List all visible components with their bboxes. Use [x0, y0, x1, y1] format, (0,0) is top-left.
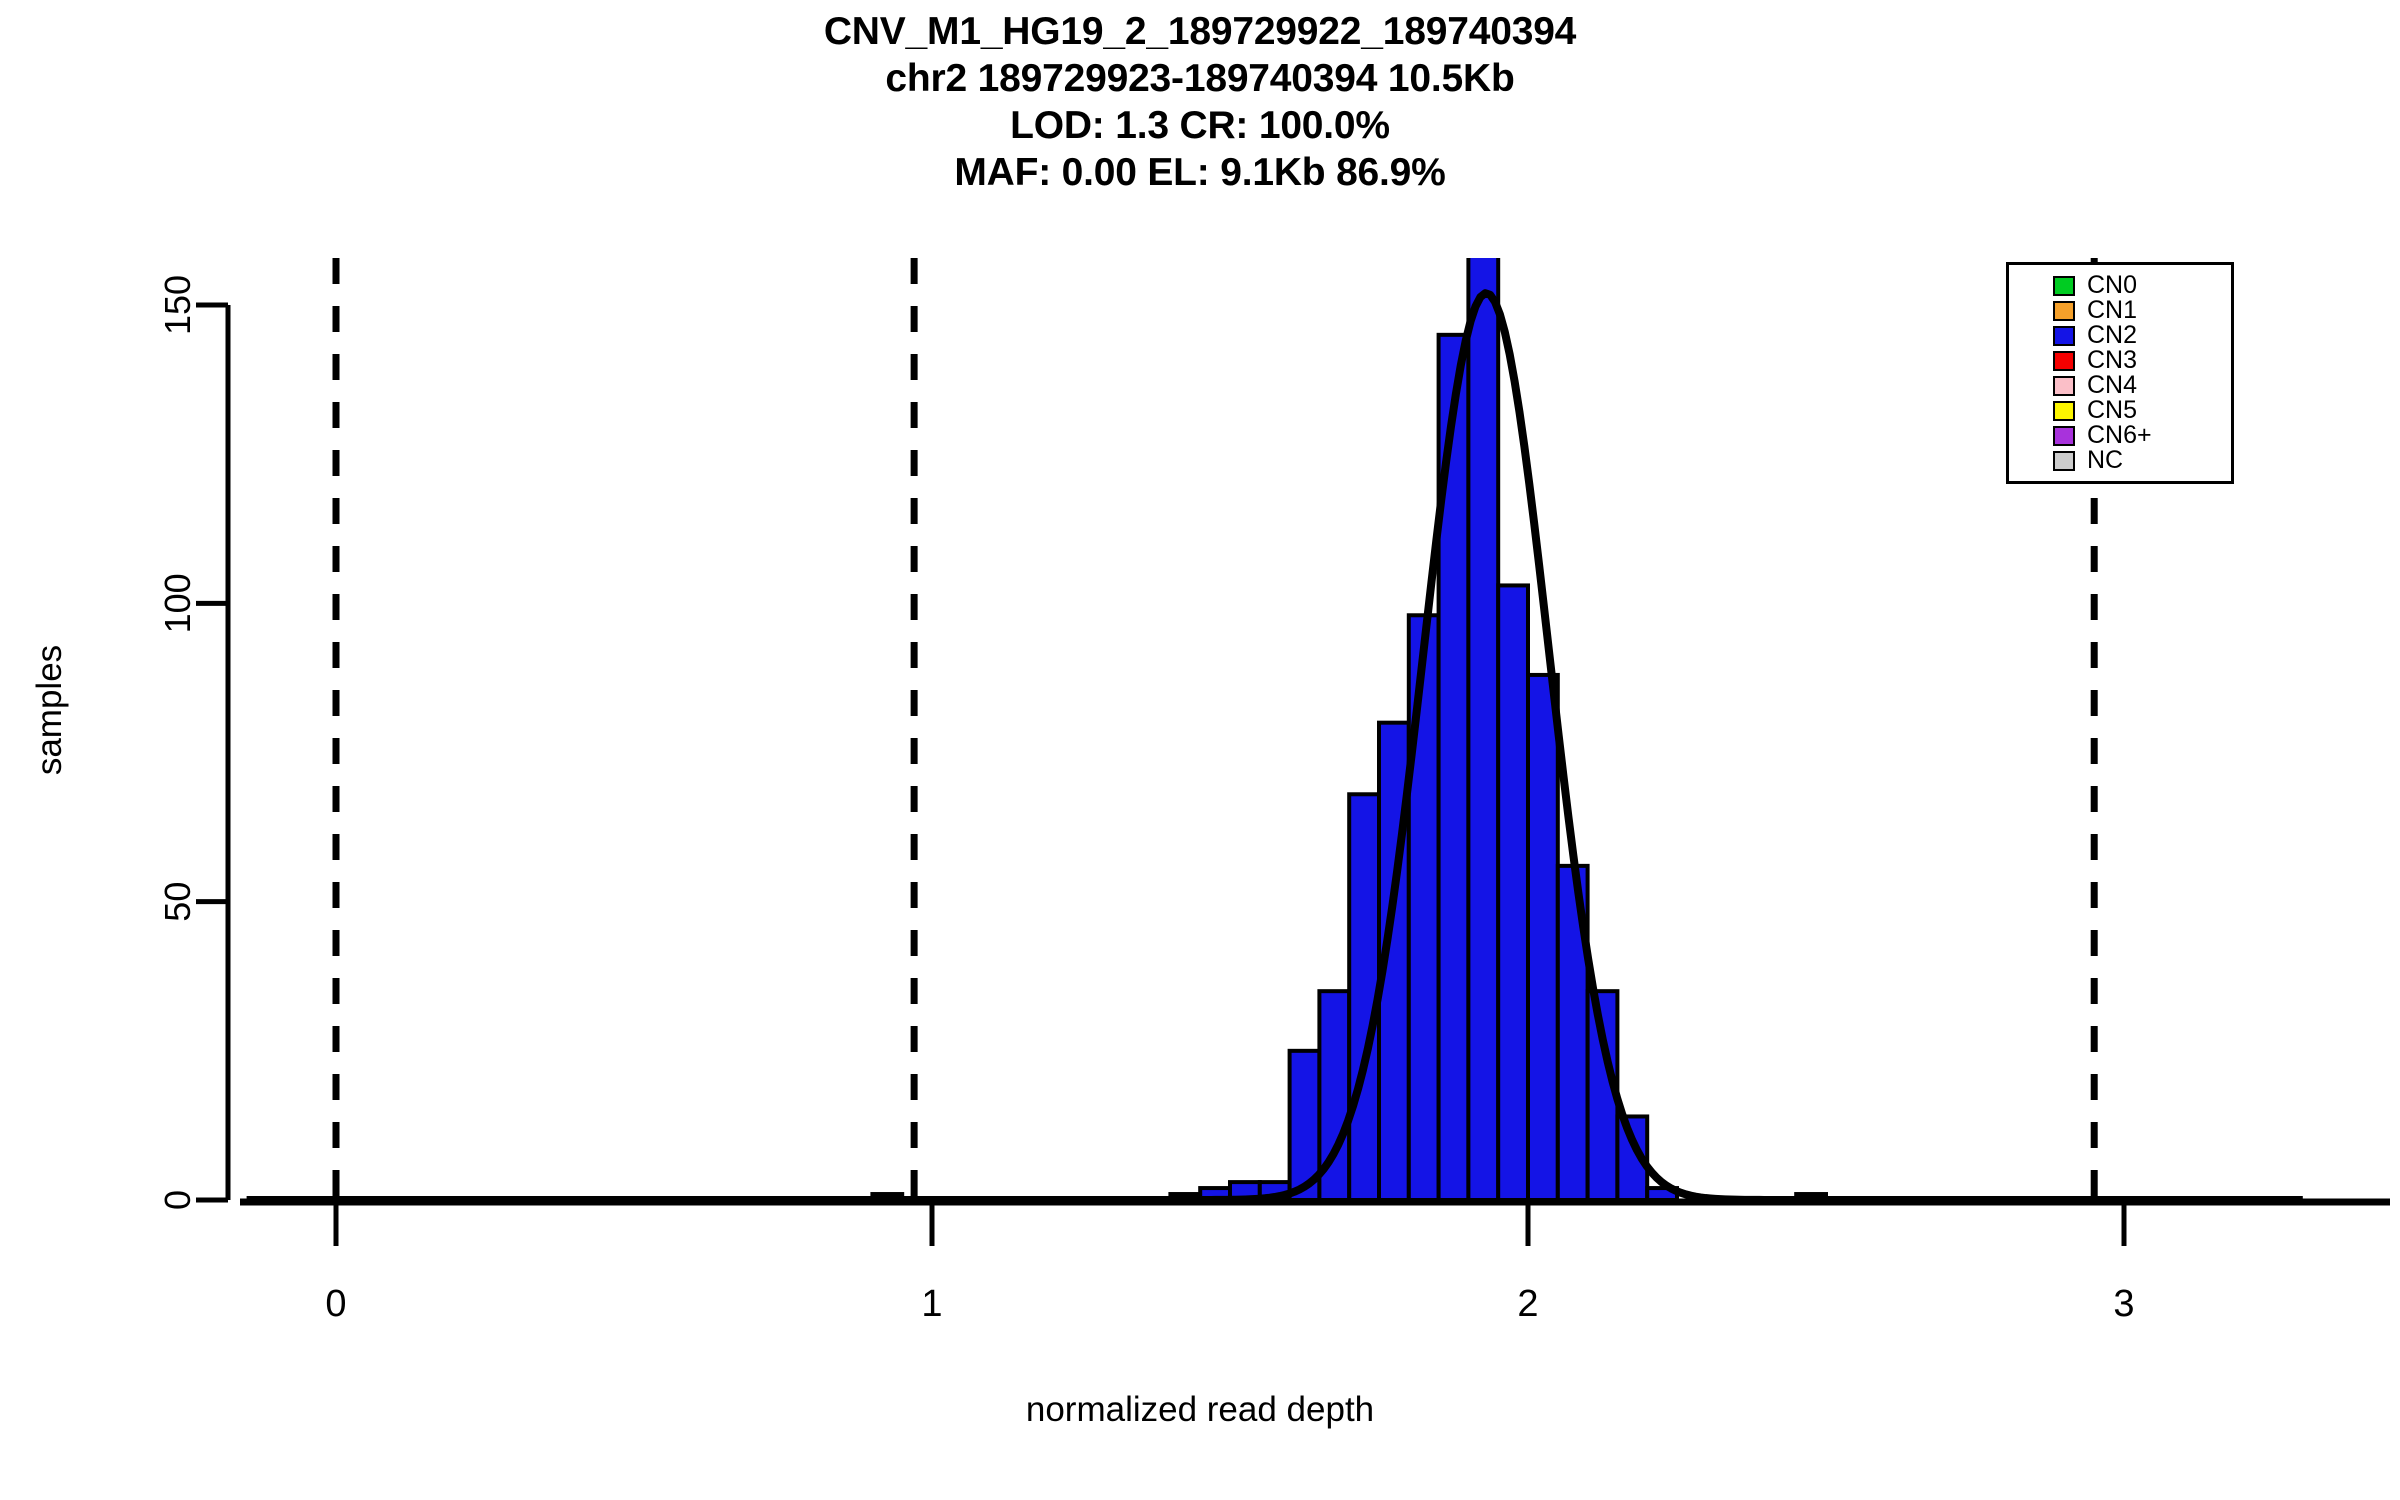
legend-item-label: CN3 — [2087, 346, 2138, 374]
legend-swatch-icon — [2053, 325, 2075, 346]
x-axis-label: normalized read depth — [1025, 1390, 1375, 1429]
histogram-bar — [1466, 258, 1501, 1202]
x-axis-tick-label: 0 — [325, 1283, 346, 1325]
legend-swatch-icon — [2053, 275, 2075, 296]
y-axis-tick-label: 0 — [157, 1190, 198, 1210]
histogram-bar — [1526, 672, 1560, 1202]
legend-item-cn5[interactable]: CN5 — [2009, 398, 2231, 423]
legend-item-nc[interactable]: NC — [2009, 448, 2231, 473]
legend-item-cn1[interactable]: CN1 — [2009, 298, 2231, 323]
y-axis-tick-label: 50 — [157, 882, 198, 922]
legend-item-label: CN1 — [2087, 296, 2138, 324]
legend-item-cn4[interactable]: CN4 — [2009, 373, 2231, 398]
legend-item-cn3[interactable]: CN3 — [2009, 348, 2231, 373]
legend-swatch-icon — [2053, 375, 2075, 396]
legend-item-cn2[interactable]: CN2 — [2009, 323, 2231, 348]
x-axis-tick-label: 3 — [2113, 1283, 2134, 1325]
histogram-bar — [1496, 583, 1530, 1202]
legend-item-label: CN5 — [2087, 396, 2138, 424]
legend-item-cn6plus[interactable]: CN6+ — [2009, 423, 2231, 448]
legend-swatch-icon — [2053, 350, 2075, 371]
legend-item-cn0[interactable]: CN0 — [2009, 273, 2231, 298]
y-axis-tick-label: 150 — [157, 275, 198, 335]
x-axis-tick-label: 1 — [921, 1283, 942, 1325]
density-curve — [246, 289, 2303, 1202]
histogram-bar — [1406, 613, 1441, 1202]
legend-box: CN0 CN1 CN2 CN3 CN4 CN5 CN6+ NC — [2006, 262, 2234, 484]
y-axis-tick-label: 100 — [157, 573, 198, 633]
legend-swatch-icon — [2053, 450, 2075, 471]
legend-item-label: NC — [2087, 446, 2124, 474]
legend-item-label: CN4 — [2087, 371, 2138, 399]
legend-swatch-icon — [2053, 300, 2075, 321]
x-axis-tick-label: 2 — [1517, 1283, 1538, 1325]
legend-item-label: CN0 — [2087, 271, 2138, 299]
plot-content — [246, 258, 2303, 1202]
legend-swatch-icon — [2053, 400, 2075, 421]
legend-swatch-icon — [2053, 425, 2075, 446]
legend-item-label: CN2 — [2087, 321, 2138, 349]
legend-item-label: CN6+ — [2087, 421, 2152, 449]
